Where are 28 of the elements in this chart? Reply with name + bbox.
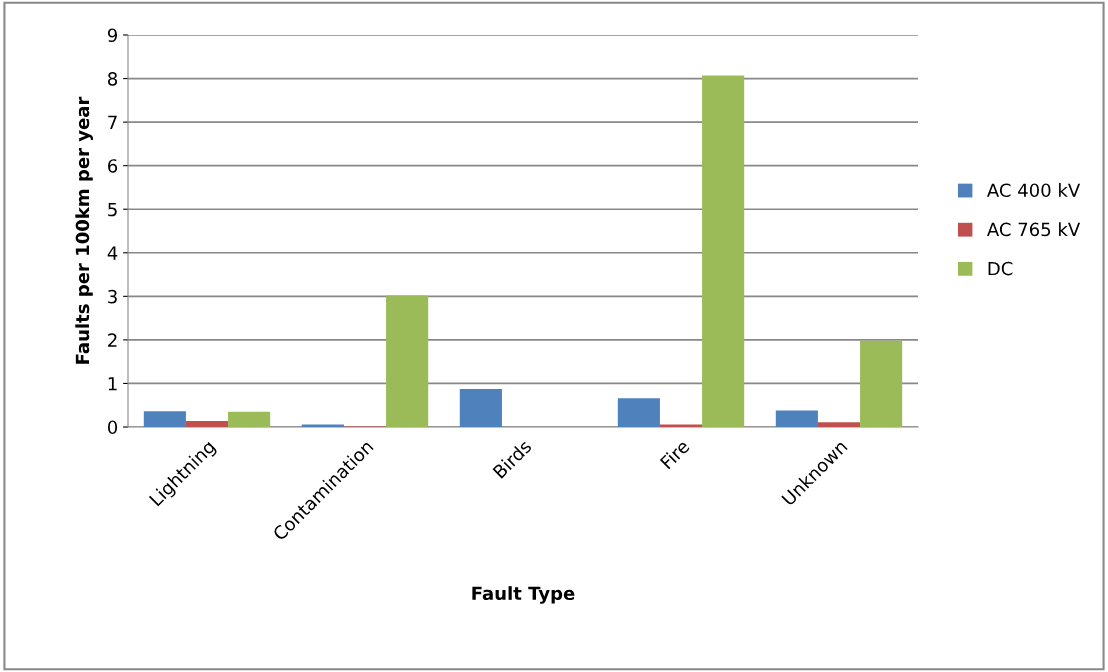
y-tick-label: 9 (107, 28, 118, 43)
bar (185, 420, 229, 427)
y-tick-label: 6 (108, 159, 118, 173)
bar (143, 411, 186, 427)
y-tick-label: 7 (108, 115, 117, 129)
bar (702, 75, 745, 427)
x-axis-title: Fault Type (472, 586, 575, 604)
y-tick-label: 8 (108, 72, 118, 86)
y-tick-label: 2 (108, 333, 117, 347)
y-axis-title: Faults per 100km per year (75, 96, 93, 364)
y-tick-label: 3 (108, 289, 117, 304)
y-tick-label: 4 (107, 246, 118, 260)
bar (459, 389, 502, 427)
y-tick-label: 0 (107, 420, 118, 435)
bar (301, 424, 344, 427)
y-tick-label: 1 (108, 377, 117, 391)
bar (617, 398, 660, 427)
y-tick-label: 5 (108, 202, 117, 217)
bar (228, 411, 271, 427)
bar (659, 424, 703, 427)
legend-label: AC 400 kV (986, 183, 1081, 198)
legend-label: DC (988, 261, 1013, 276)
bar (817, 422, 861, 427)
legend-label: AC 765 kV (986, 222, 1081, 237)
x-tick-label: Fire (659, 438, 691, 470)
bar (775, 410, 818, 427)
bar (860, 340, 903, 427)
bar (386, 295, 429, 427)
